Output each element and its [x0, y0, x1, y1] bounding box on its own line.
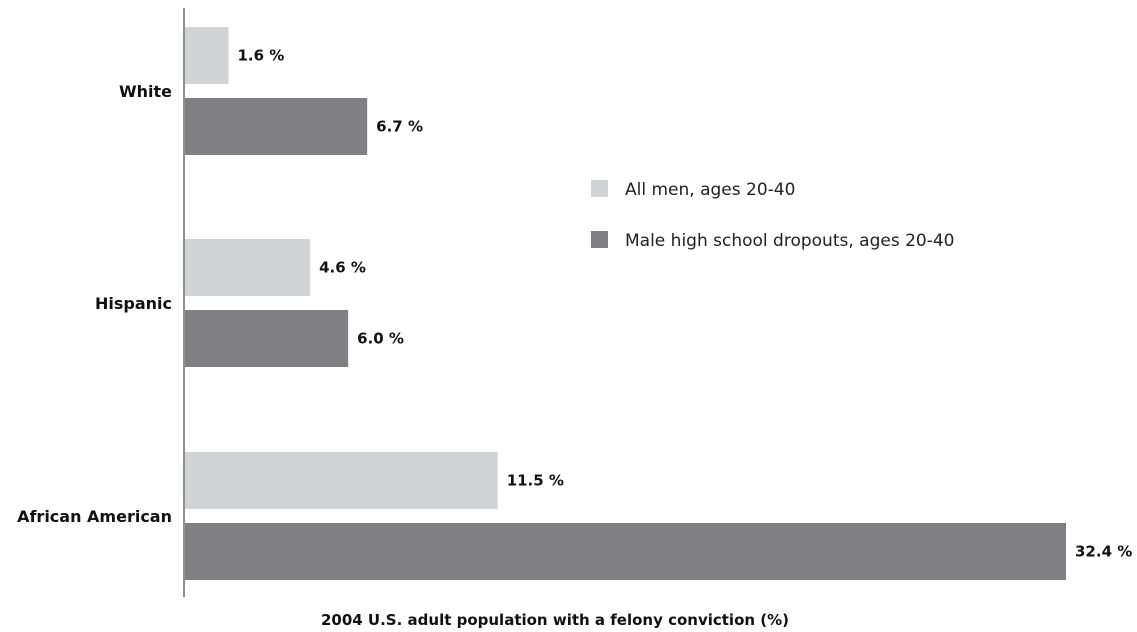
bar-hispanic-dropouts — [185, 310, 349, 367]
legend-swatch-dropouts — [591, 231, 608, 248]
bar-white-all-men — [185, 27, 229, 84]
legend-label-dropouts: Male high school dropouts, ages 20-40 — [625, 231, 954, 251]
value-label-african-american-dropouts: 32.4 % — [1075, 543, 1132, 561]
legend-swatch-all-men — [591, 180, 608, 197]
legend-label-all-men: All men, ages 20-40 — [625, 180, 795, 200]
category-label-white: White — [119, 82, 172, 101]
x-axis-title: 2004 U.S. adult population with a felony… — [321, 611, 789, 629]
category-label-hispanic: Hispanic — [95, 294, 172, 313]
bar-white-dropouts — [185, 98, 368, 155]
value-label-white-dropouts: 6.7 % — [376, 118, 423, 136]
bars-group: 1.6 % 6.7 % 4.6 % 6.0 % 11.5 % 32.4 % — [185, 27, 1132, 580]
value-label-white-all-men: 1.6 % — [238, 47, 285, 65]
legend: All men, ages 20-40 Male high school dro… — [591, 180, 954, 251]
bar-hispanic-all-men — [185, 239, 311, 296]
category-label-african-american: African American — [17, 507, 172, 526]
category-labels-group: White Hispanic African American — [17, 82, 172, 526]
value-label-african-american-all-men: 11.5 % — [507, 472, 564, 490]
value-label-hispanic-dropouts: 6.0 % — [357, 330, 404, 348]
bar-african-american-all-men — [185, 452, 498, 509]
bar-african-american-dropouts — [185, 523, 1066, 580]
value-label-hispanic-all-men: 4.6 % — [319, 259, 366, 277]
